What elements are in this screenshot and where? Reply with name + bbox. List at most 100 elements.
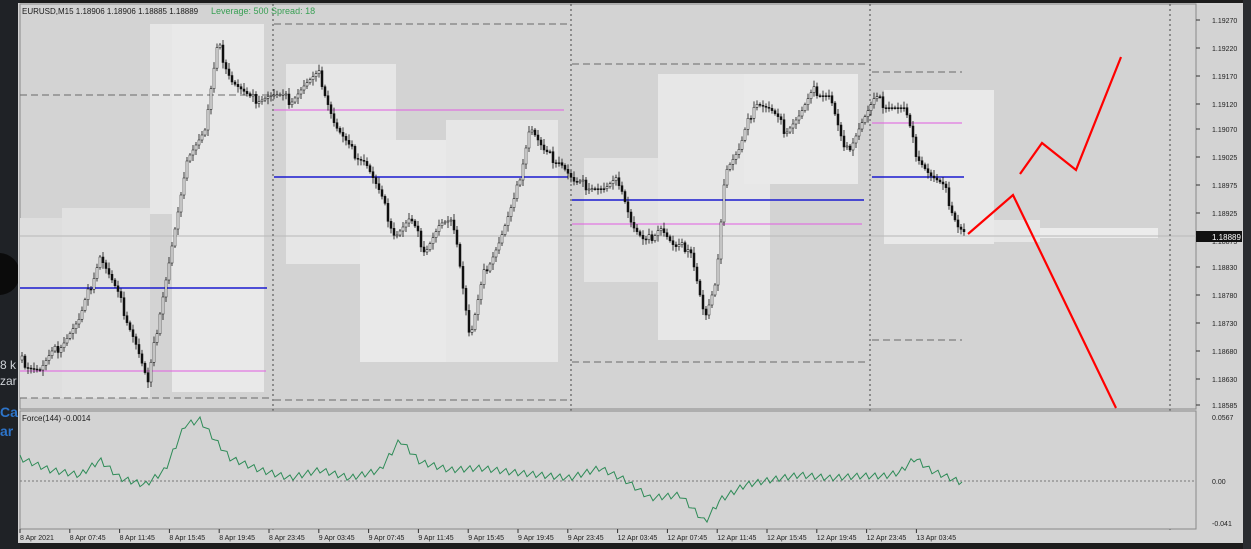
candle-body [344, 136, 348, 141]
candle-body [434, 231, 438, 238]
round-button-fragment[interactable] [0, 253, 20, 295]
candle-body [641, 235, 645, 240]
candle-body [290, 101, 294, 105]
candle-body [827, 95, 831, 97]
candle-body [437, 225, 441, 232]
candle-body [536, 134, 540, 141]
candle-body [77, 319, 81, 325]
time-axis-label: 9 Apr 19:45 [518, 535, 554, 542]
candle-body [689, 249, 693, 254]
candle-body [272, 94, 276, 97]
candle-body [575, 181, 579, 183]
candle-body [365, 161, 369, 166]
side-text-fragment: Ca [0, 404, 18, 420]
candle-body [56, 346, 60, 353]
candle-body [314, 73, 318, 77]
candle-body [914, 136, 918, 157]
candle-body [185, 160, 189, 179]
candle-body [803, 104, 807, 111]
candle-body [779, 116, 783, 120]
price-axis-label: 1.19170 [1212, 74, 1237, 81]
candle-body [590, 188, 594, 190]
candle-body [182, 177, 186, 196]
candle-body [191, 149, 195, 156]
candle-body [887, 107, 891, 109]
candle-body [470, 329, 474, 333]
time-axis-label: 12 Apr 19:45 [817, 535, 857, 542]
projection-drawings[interactable] [967, 56, 1123, 409]
candle-body [710, 294, 714, 306]
force-indicator-panel[interactable] [19, 410, 1197, 530]
candle-body [686, 249, 690, 252]
time-axis-label: 8 Apr 15:45 [169, 535, 205, 542]
candle-body [746, 118, 750, 130]
candle-body [374, 177, 378, 184]
candle-body [224, 62, 228, 70]
candle-body [428, 243, 432, 250]
candle-body [146, 372, 150, 383]
price-axis-label: 1.18875 [1212, 239, 1237, 246]
candle-body [824, 95, 828, 97]
candle-body [482, 269, 486, 285]
price-candles [20, 40, 966, 388]
candle-body [440, 222, 444, 226]
candle-body [293, 97, 297, 103]
candle-body [83, 299, 87, 311]
candle-body [506, 216, 510, 226]
candle-body [950, 205, 954, 214]
candle-body [134, 336, 138, 345]
price-axis-label: 1.19070 [1212, 127, 1237, 134]
current-price-label: 1.18889 [1212, 233, 1241, 242]
candle-body [818, 95, 822, 97]
candle-body [257, 101, 261, 104]
candle-body [140, 353, 144, 364]
candle-body [239, 86, 243, 90]
candle-body [179, 194, 183, 213]
candle-body [494, 249, 498, 258]
candle-body [614, 177, 618, 181]
candle-body [485, 269, 489, 272]
candle-body [122, 297, 126, 316]
candle-body [881, 96, 885, 108]
candle-body [200, 134, 204, 141]
candle-body [305, 82, 309, 87]
candle-body [809, 92, 813, 99]
candle-body [350, 144, 354, 147]
candle-body [176, 211, 180, 230]
dashed-levels [20, 23, 962, 401]
candle-body [893, 107, 897, 109]
candle-body [713, 284, 717, 296]
candle-body [275, 94, 279, 96]
candle-body [929, 172, 933, 177]
candle-body [41, 365, 45, 371]
candle-body [467, 310, 471, 333]
candle-body [455, 229, 459, 245]
candle-body [557, 162, 561, 164]
candle-body [332, 113, 336, 123]
price-axis-label: 1.18780 [1212, 293, 1237, 300]
time-axis-label: 8 Apr 23:45 [269, 535, 305, 542]
candle-body [131, 329, 135, 337]
candle-body [338, 128, 342, 133]
candle-body [512, 198, 516, 208]
candle-body [458, 244, 462, 267]
candle-body [479, 284, 483, 300]
candle-body [815, 86, 819, 96]
candle-body [80, 310, 84, 320]
candle-body [47, 355, 51, 361]
candle-body [695, 266, 699, 282]
candle-body [488, 263, 492, 272]
force-axis-zero: 0.00 [1212, 479, 1226, 486]
candle-body [794, 119, 798, 125]
candle-body [95, 267, 99, 279]
candle-body [620, 185, 624, 192]
time-axis-label: 8 Apr 2021 [20, 535, 54, 542]
candle-body [317, 70, 321, 74]
candle-body [773, 110, 777, 114]
candle-body [665, 232, 669, 237]
candle-body [671, 240, 675, 245]
candle-body [593, 188, 597, 190]
candle-body [524, 147, 528, 165]
candle-body [110, 274, 114, 281]
